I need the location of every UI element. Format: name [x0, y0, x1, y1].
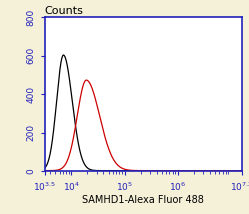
Text: Counts: Counts	[45, 6, 84, 16]
X-axis label: SAMHD1-Alexa Fluor 488: SAMHD1-Alexa Fluor 488	[82, 195, 204, 205]
